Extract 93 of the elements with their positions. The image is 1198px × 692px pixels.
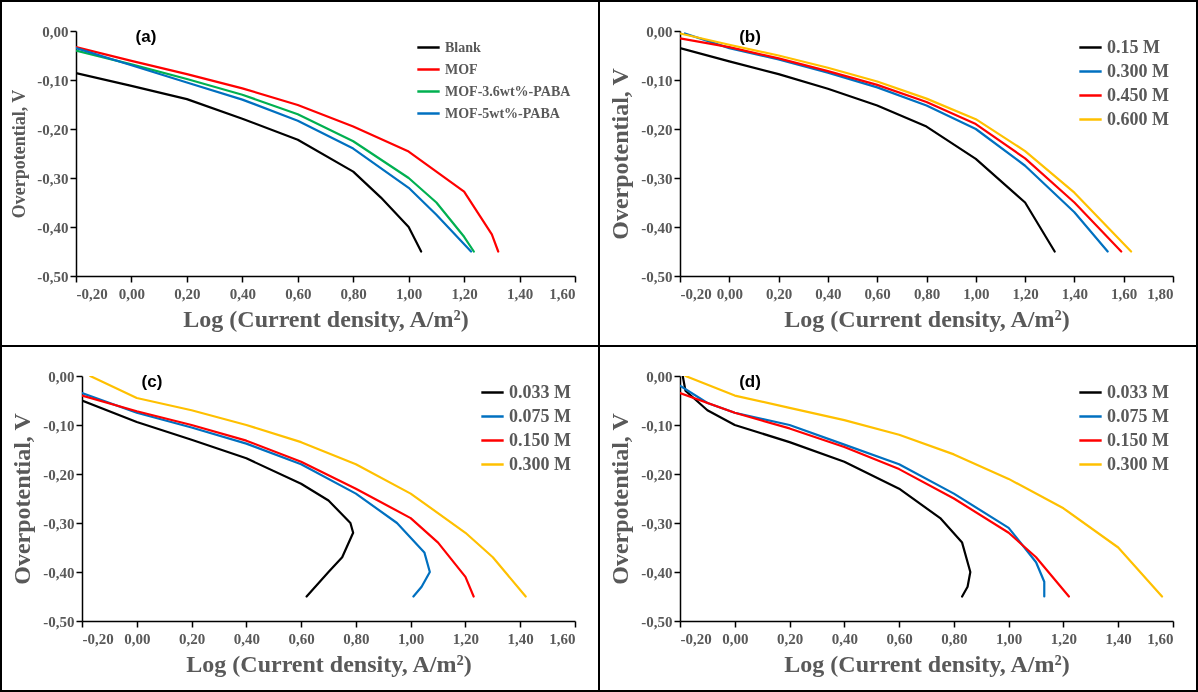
y-axis-title: Overpotential, V bbox=[9, 89, 30, 219]
legend-label: 0.300 M bbox=[1107, 60, 1169, 81]
annotation: (b) bbox=[739, 27, 761, 46]
annotation: (a) bbox=[135, 27, 157, 46]
y-tick-label: -0,30 bbox=[37, 170, 69, 187]
x-tick-label: 0,60 bbox=[288, 630, 315, 647]
x-tick-label: 1,20 bbox=[1012, 285, 1039, 302]
legend-label: MOF bbox=[445, 61, 478, 77]
legend-label: 0.450 M bbox=[1107, 84, 1169, 105]
x-tick-label: 0,20 bbox=[776, 630, 804, 647]
y-tick-label: -0,20 bbox=[37, 121, 69, 138]
x-tick-label: 1,40 bbox=[507, 630, 534, 647]
y-tick-label: -0,10 bbox=[43, 417, 75, 434]
x-tick-label: 1,00 bbox=[398, 630, 425, 647]
x-tick-label: 1,00 bbox=[963, 285, 990, 302]
x-tick-label: -0,20 bbox=[680, 630, 712, 647]
x-tick-label: 1,20 bbox=[1050, 630, 1078, 647]
x-axis-title: Log (Current density, A/m²) bbox=[784, 305, 1070, 332]
x-axis-title: Log (Current density, A/m²) bbox=[183, 305, 469, 332]
y-tick-label: 0,00 bbox=[42, 23, 69, 40]
y-axis-title: Overpotential, V bbox=[9, 412, 36, 585]
x-tick-label: 0,00 bbox=[716, 285, 743, 302]
y-tick-label: -0,20 bbox=[641, 466, 673, 483]
x-tick-label: 0,20 bbox=[178, 630, 206, 647]
y-tick-label: -0,40 bbox=[641, 564, 673, 581]
y-tick-label: -0,40 bbox=[37, 219, 69, 236]
y-tick-label: -0,30 bbox=[641, 515, 673, 532]
x-tick-label: 0,80 bbox=[343, 630, 370, 647]
x-axis-title: Log (Current density, A/m²) bbox=[186, 650, 472, 677]
x-tick-label: 0,40 bbox=[831, 630, 858, 647]
legend-label: MOF-3.6wt%-PABA bbox=[445, 83, 572, 99]
annotation: (c) bbox=[141, 372, 163, 391]
x-tick-label: -0,20 bbox=[82, 630, 114, 647]
legend-label: 0.075 M bbox=[509, 405, 571, 426]
x-axis-title: Log (Current density, A/m²) bbox=[784, 650, 1070, 677]
x-tick-label: 0,80 bbox=[913, 285, 941, 302]
x-tick-label: 1,40 bbox=[1105, 630, 1132, 647]
x-tick-label: 1,60 bbox=[1111, 285, 1138, 302]
x-tick-label: 0,60 bbox=[886, 630, 913, 647]
y-tick-label: -0,20 bbox=[43, 466, 75, 483]
y-tick-label: -0,20 bbox=[641, 121, 673, 138]
legend-label: MOF-5wt%-PABA bbox=[445, 105, 561, 121]
y-tick-label: -0,30 bbox=[43, 515, 75, 532]
x-tick-label: 0,60 bbox=[285, 285, 312, 302]
x-tick-label: 0,20 bbox=[174, 285, 201, 302]
x-tick-label: 0,60 bbox=[864, 285, 891, 302]
y-tick-label: -0,50 bbox=[641, 268, 673, 285]
x-tick-label: 1,20 bbox=[451, 285, 478, 302]
y-tick-label: -0,40 bbox=[641, 219, 673, 236]
x-tick-label: -0,20 bbox=[680, 285, 712, 302]
y-tick-label: -0,50 bbox=[641, 613, 673, 630]
x-tick-label: 0,40 bbox=[815, 285, 842, 302]
y-axis-title: Overpotential, V bbox=[607, 412, 634, 585]
legend-label: 0.075 M bbox=[1107, 405, 1169, 426]
legend-label: 0.600 M bbox=[1107, 108, 1169, 129]
x-tick-label: 0,80 bbox=[340, 285, 367, 302]
y-tick-label: -0,50 bbox=[37, 268, 69, 285]
y-tick-label: -0,40 bbox=[43, 564, 75, 581]
y-tick-label: -0,10 bbox=[641, 417, 673, 434]
legend-label: 0.300 M bbox=[509, 453, 571, 474]
x-tick-label: 1,80 bbox=[1147, 285, 1174, 302]
legend-label: 0.033 M bbox=[1107, 381, 1169, 402]
x-tick-label: 1,00 bbox=[996, 630, 1023, 647]
legend-label: 0.150 M bbox=[1107, 429, 1169, 450]
x-tick-label: 0,00 bbox=[118, 285, 146, 302]
legend-label: 0.033 M bbox=[509, 381, 571, 402]
legend-label: 0.300 M bbox=[1107, 453, 1169, 474]
x-tick-label: 0,20 bbox=[765, 285, 793, 302]
y-tick-label: -0,10 bbox=[37, 72, 69, 89]
annotation: (d) bbox=[739, 372, 761, 391]
y-tick-label: 0,00 bbox=[48, 368, 75, 385]
x-tick-label: -0,20 bbox=[76, 285, 108, 302]
x-tick-label: 0,40 bbox=[233, 630, 260, 647]
x-tick-label: 1,60 bbox=[549, 285, 576, 302]
legend-label: 0.150 M bbox=[509, 429, 571, 450]
x-tick-label: 1,40 bbox=[1061, 285, 1089, 302]
x-tick-label: 0,00 bbox=[124, 630, 151, 647]
legend-label: Blank bbox=[445, 39, 482, 55]
y-tick-label: -0,30 bbox=[641, 170, 673, 187]
x-tick-label: 1,60 bbox=[549, 630, 576, 647]
x-tick-label: 0,40 bbox=[229, 285, 256, 302]
x-tick-label: 0,00 bbox=[722, 630, 749, 647]
legend-label: 0.15 M bbox=[1107, 36, 1160, 57]
y-tick-label: -0,10 bbox=[641, 72, 673, 89]
y-tick-label: 0,00 bbox=[646, 23, 673, 40]
x-tick-label: 1,00 bbox=[396, 285, 423, 302]
y-tick-label: 0,00 bbox=[646, 368, 673, 385]
x-tick-label: 0,80 bbox=[941, 630, 968, 647]
y-axis-title: Overpotential, V bbox=[607, 67, 634, 240]
x-tick-label: 1,60 bbox=[1147, 630, 1174, 647]
y-tick-label: -0,50 bbox=[43, 613, 75, 630]
x-tick-label: 1,20 bbox=[452, 630, 480, 647]
x-tick-label: 1,40 bbox=[506, 285, 534, 302]
